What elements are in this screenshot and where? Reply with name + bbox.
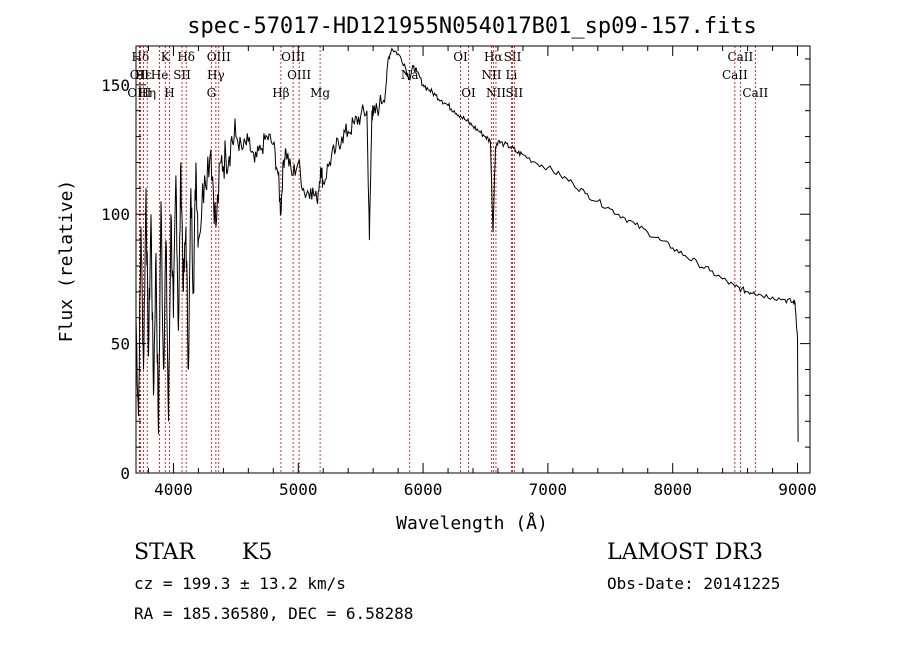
line-marker-label: H	[164, 86, 174, 100]
observation-date: Obs-Date: 20141225	[607, 574, 781, 593]
y-axis-label: Flux (relative)	[56, 180, 77, 343]
line-marker-label: G	[207, 86, 217, 100]
line-marker-label: CaII	[727, 50, 753, 64]
axis-ticks: 4000 5000 6000 7000 8000 9000 0 50 100 150	[101, 46, 817, 499]
line-marker-label: NII	[481, 68, 501, 82]
line-marker-label: OIII	[127, 86, 151, 100]
series-layer	[135, 47, 799, 442]
x-tick-label: 7000	[529, 480, 568, 499]
x-tick-label: 4000	[154, 480, 193, 499]
line-marker-label: SII	[504, 50, 522, 64]
line-marker-label: Hγ	[207, 68, 225, 82]
x-tick-label: 8000	[653, 480, 692, 499]
redshift-cz: cz = 199.3 ± 13.2 km/s	[134, 574, 346, 593]
line-marker-label: K	[161, 50, 171, 64]
line-marker-label: SII	[173, 68, 191, 82]
coordinates: RA = 185.36580, DEC = 6.58288	[134, 604, 414, 623]
line-marker-label: CaII	[722, 68, 748, 82]
line-marker-label: SII	[505, 86, 523, 100]
line-marker-label: OI	[453, 50, 468, 64]
line-marker-label: CaII	[742, 86, 768, 100]
line-marker-label: OIII	[207, 50, 231, 64]
line-marker-label: He	[151, 68, 169, 82]
line-marker-label: OIII	[281, 50, 305, 64]
survey-name: LAMOST DR3	[607, 540, 763, 565]
y-tick-label: 150	[101, 76, 130, 95]
line-marker-label: Na	[401, 68, 419, 82]
line-marker-label: Hδ	[132, 50, 150, 64]
chart-title: spec-57017-HD121955N054017B01_sp09-157.f…	[187, 14, 757, 39]
object-class: STAR	[134, 540, 195, 565]
line-marker-label: Li	[506, 68, 518, 82]
line-marker-label: NII	[486, 86, 506, 100]
plot-frame	[135, 45, 811, 474]
y-tick-label: 100	[101, 205, 130, 224]
spectrum-line	[135, 47, 799, 442]
x-tick-label: 9000	[778, 480, 817, 499]
y-tick-label: 0	[120, 464, 130, 483]
line-marker-label: Hα	[484, 50, 503, 64]
line-marker-label: Hη	[138, 86, 156, 100]
line-marker-label: Hε	[135, 68, 152, 82]
line-marker-label: OI	[461, 86, 476, 100]
line-marker-label: Hβ	[272, 86, 289, 100]
line-marker-label: Mg	[310, 86, 330, 100]
line-marker-label: Hδ	[177, 50, 195, 64]
y-tick-label: 50	[111, 335, 130, 354]
line-marker-label: OIII	[287, 68, 311, 82]
x-axis-label: Wavelength (Å)	[396, 512, 548, 534]
x-tick-label: 6000	[404, 480, 443, 499]
x-tick-label: 5000	[279, 480, 318, 499]
object-subclass: K5	[242, 540, 273, 565]
